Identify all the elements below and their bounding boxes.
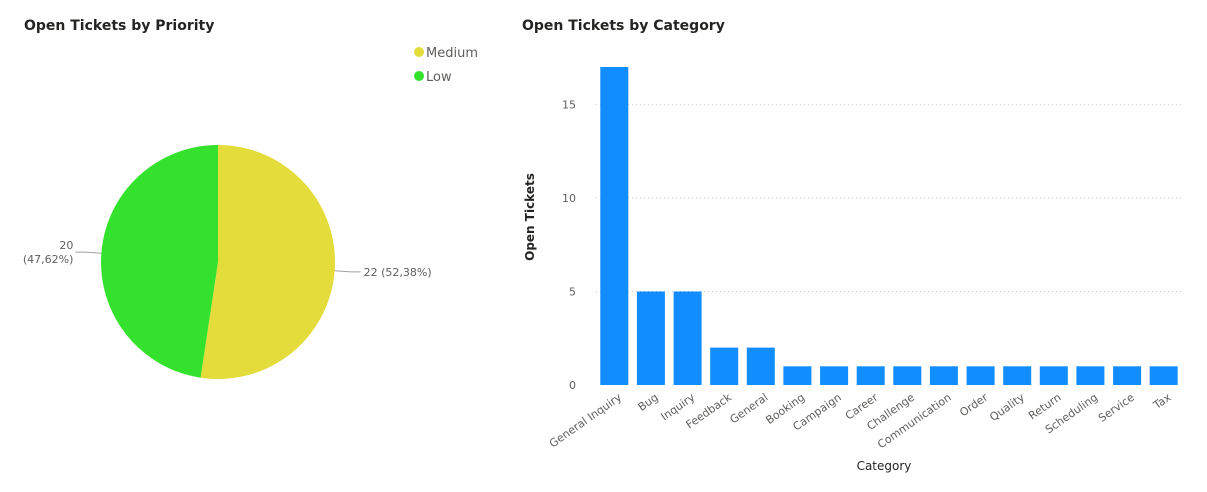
bar-campaign[interactable] — [820, 366, 849, 385]
bar-booking[interactable] — [783, 366, 812, 385]
bar-bug[interactable] — [636, 291, 665, 386]
legend-marker-medium[interactable] — [414, 47, 424, 57]
x-tick-label: Bug — [636, 391, 661, 414]
category-chart-title: Open Tickets by Category — [522, 18, 725, 34]
bar-general[interactable] — [746, 347, 775, 385]
x-tick-label: Order — [957, 391, 990, 420]
bar-career[interactable] — [856, 366, 885, 385]
y-tick-label: 5 — [569, 285, 576, 298]
x-tick-label: Tax — [1150, 391, 1174, 413]
legend-marker-low[interactable] — [414, 71, 424, 81]
bar-feedback[interactable] — [710, 347, 739, 385]
pie-slice-low[interactable] — [101, 145, 218, 378]
bar-quality[interactable] — [1003, 366, 1032, 385]
pie-data-label-low: 20 (47,62%) — [23, 239, 74, 266]
x-tick-label: Service — [1096, 391, 1137, 425]
y-tick-label: 0 — [569, 379, 576, 392]
x-tick-label: General — [728, 391, 771, 427]
pie-leader-line-low — [75, 251, 102, 254]
priority-pie-chart: Medium Low 22 (52,38%) 20 (47,62%) — [23, 46, 478, 379]
legend-label-low[interactable]: Low — [426, 70, 452, 85]
legend-label-medium[interactable]: Medium — [426, 46, 478, 61]
bar-order[interactable] — [966, 366, 995, 385]
category-chart-panel: Open Tickets by Category 0 5 10 15 General I… — [500, 0, 1207, 492]
y-axis-title: Open Tickets — [523, 173, 537, 261]
y-tick-label: 10 — [562, 192, 576, 205]
bar-return[interactable] — [1039, 366, 1068, 385]
bar-general-inquiry[interactable] — [600, 67, 629, 385]
bar-communication[interactable] — [929, 366, 958, 385]
bar-challenge[interactable] — [893, 366, 922, 385]
bar-tax[interactable] — [1149, 366, 1178, 385]
pie-slice-medium[interactable] — [200, 145, 336, 379]
bar-scheduling[interactable] — [1076, 366, 1105, 385]
x-tick-label: Quality — [987, 391, 1027, 424]
priority-chart-title: Open Tickets by Priority — [24, 18, 215, 34]
bar-inquiry[interactable] — [673, 291, 702, 386]
x-tick-label: General Inquiry — [547, 391, 625, 451]
pie-leader-line-medium — [334, 270, 361, 273]
x-axis-title: Category — [857, 459, 912, 473]
y-tick-label: 15 — [562, 98, 576, 111]
priority-chart-panel: Open Tickets by Priority Medium Low 22 (52… — [0, 0, 500, 492]
pie-data-label-medium: 22 (52,38%) — [364, 266, 432, 279]
bar-service[interactable] — [1113, 366, 1142, 385]
